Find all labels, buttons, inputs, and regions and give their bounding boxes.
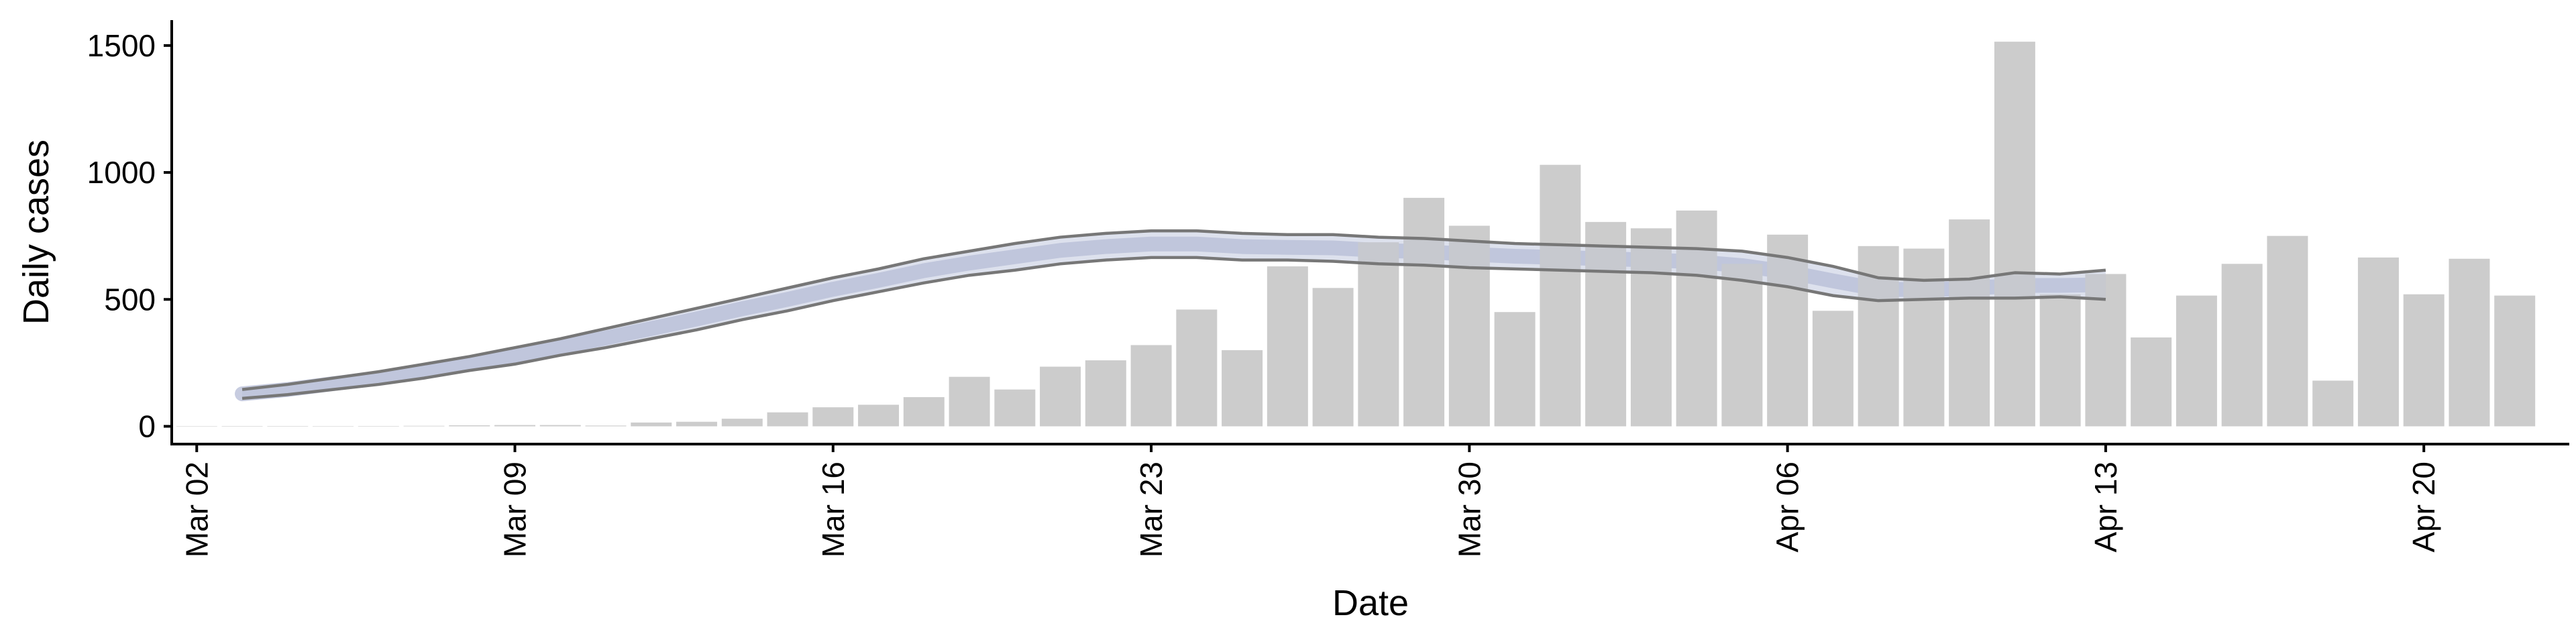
bar-28 — [1448, 225, 1490, 427]
band-upper-line — [241, 229, 2106, 391]
bar-8 — [539, 425, 581, 427]
bar-23 — [1222, 350, 1263, 427]
x-tick-label: Apr 06 — [1770, 462, 1805, 553]
bar-30 — [1540, 164, 1581, 427]
bar-11 — [676, 421, 718, 427]
y-tick-label: 1500 — [87, 28, 156, 63]
smoothed-estimate-bounds — [241, 229, 2106, 400]
bar-35 — [1767, 234, 1809, 427]
x-tick-label: Mar 02 — [179, 462, 214, 557]
y-axis-title: Daily cases — [16, 140, 56, 325]
bar-43 — [2131, 337, 2172, 427]
bar-36 — [1812, 311, 1854, 427]
bar-26 — [1358, 242, 1399, 427]
bar-10 — [631, 422, 672, 427]
x-tick-label: Apr 13 — [2088, 462, 2123, 553]
bar-18 — [994, 389, 1036, 427]
bar-15 — [858, 405, 900, 427]
bar-6 — [449, 425, 490, 427]
bar-2 — [267, 426, 309, 427]
bar-21 — [1130, 345, 1172, 427]
x-tick-label: Mar 23 — [1134, 462, 1169, 557]
bar-5 — [403, 425, 445, 427]
bar-1 — [221, 426, 263, 427]
bar-45 — [2221, 264, 2263, 427]
x-tick-label: Mar 16 — [816, 462, 851, 557]
bar-20 — [1085, 360, 1126, 427]
y-tick-label: 0 — [138, 409, 156, 444]
daily-case-bars — [176, 42, 2536, 427]
bar-7 — [494, 425, 536, 427]
bar-51 — [2494, 295, 2536, 427]
bar-25 — [1312, 288, 1354, 427]
bar-32 — [1630, 228, 1672, 427]
bar-33 — [1676, 210, 1717, 427]
y-tick-label: 1000 — [87, 155, 156, 190]
bar-37 — [1858, 246, 1899, 427]
bar-46 — [2267, 235, 2308, 427]
x-axis-ticks: Mar 02 Mar 09 Mar 16 Mar 23 Mar 30 Apr 06 Apr … — [179, 444, 2441, 557]
bar-13 — [767, 412, 808, 427]
bar-34 — [1721, 264, 1763, 427]
bar-49 — [2403, 294, 2445, 427]
bar-48 — [2357, 257, 2399, 427]
bar-17 — [949, 376, 990, 427]
bar-12 — [721, 419, 763, 427]
bar-19 — [1040, 366, 1081, 427]
bar-41 — [2039, 294, 2081, 427]
x-axis-title: Date — [1332, 583, 1409, 623]
bar-9 — [585, 425, 627, 427]
bar-24 — [1267, 266, 1308, 427]
bar-50 — [2449, 258, 2490, 427]
band-lower-line — [241, 256, 2106, 400]
bar-4 — [358, 426, 399, 427]
bar-14 — [812, 407, 854, 427]
y-tick-label: 500 — [104, 282, 156, 317]
bar-16 — [903, 396, 945, 427]
x-tick-label: Mar 30 — [1452, 462, 1487, 557]
bar-38 — [1903, 248, 1945, 427]
bar-47 — [2312, 380, 2354, 427]
bar-40 — [1994, 42, 2035, 427]
bar-31 — [1585, 221, 1627, 427]
bar-22 — [1176, 309, 1218, 427]
bar-29 — [1494, 312, 1536, 427]
bar-44 — [2176, 295, 2217, 427]
bar-39 — [1949, 219, 1990, 427]
x-tick-label: Mar 09 — [498, 462, 533, 557]
bar-27 — [1403, 197, 1445, 427]
y-axis-ticks: 0 500 1000 1500 — [87, 28, 172, 444]
x-tick-label: Apr 20 — [2406, 462, 2441, 553]
